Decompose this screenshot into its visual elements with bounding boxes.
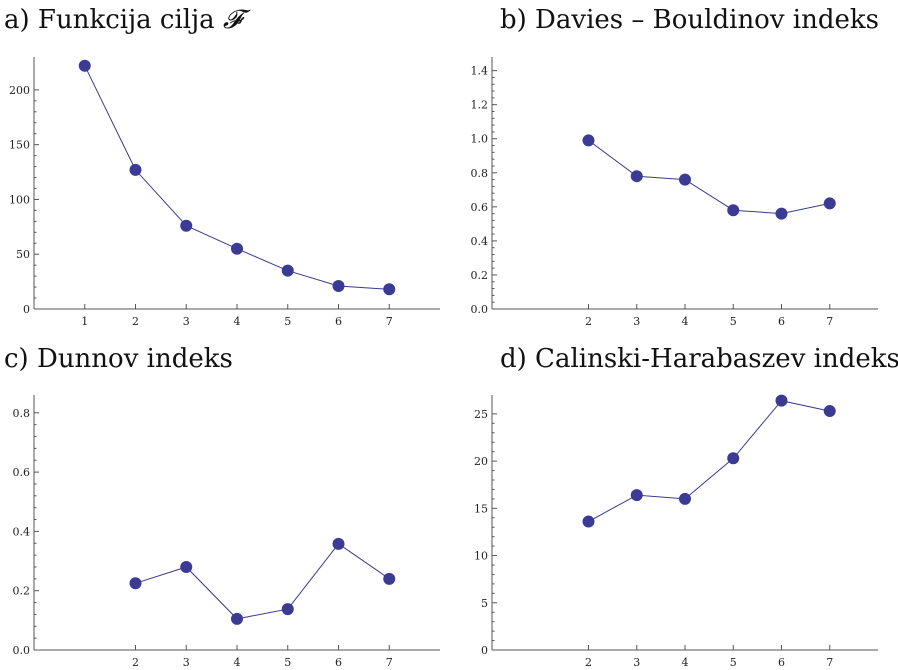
series-line xyxy=(135,543,390,620)
x-tick-label: 4 xyxy=(234,656,241,669)
y-tick-label: 10 xyxy=(474,550,488,563)
y-tick-label: 0.2 xyxy=(13,585,31,598)
y-tick-label: 15 xyxy=(474,502,488,515)
y-tick-label: 0.0 xyxy=(471,303,489,316)
x-tick-label: 6 xyxy=(335,656,342,669)
data-point xyxy=(332,537,345,550)
x-tick-label: 2 xyxy=(585,315,592,328)
y-tick-label: 1.4 xyxy=(471,65,489,78)
data-point xyxy=(775,207,788,220)
y-tick-label: 100 xyxy=(9,193,30,206)
series-line xyxy=(84,65,390,290)
data-point xyxy=(823,197,836,210)
data-point xyxy=(180,560,193,573)
y-tick-label: 0.6 xyxy=(13,466,31,479)
x-tick-label: 1 xyxy=(81,315,88,328)
chart-title: d) Calinski-Harabaszev indeks xyxy=(500,344,898,374)
y-tick-label: 0.2 xyxy=(471,269,489,282)
y-tick-label: 0.6 xyxy=(471,201,489,214)
data-point xyxy=(630,170,643,183)
data-point xyxy=(383,572,396,585)
y-tick-label: 25 xyxy=(474,408,488,421)
chart-title: b) Davies – Bouldinov indeks xyxy=(500,5,879,35)
x-tick-label: 2 xyxy=(132,315,139,328)
data-point xyxy=(383,283,396,296)
data-point xyxy=(582,515,595,528)
x-tick-label: 7 xyxy=(826,656,833,669)
chart-title: a) Funkcija cilja 𝓕 xyxy=(4,5,251,35)
data-point xyxy=(231,242,243,255)
y-tick-label: 0 xyxy=(481,644,488,657)
data-point xyxy=(823,405,836,418)
data-point xyxy=(679,492,691,505)
data-point xyxy=(727,452,740,465)
y-tick-label: 0.0 xyxy=(13,644,31,657)
data-point xyxy=(727,204,740,217)
x-tick-label: 3 xyxy=(183,315,190,328)
y-tick-label: 150 xyxy=(9,139,30,152)
chart-title: c) Dunnov indeks xyxy=(4,344,233,374)
x-tick-label: 4 xyxy=(234,315,241,328)
x-tick-label: 4 xyxy=(682,315,689,328)
series-line xyxy=(588,400,830,523)
y-tick-label: 0 xyxy=(23,303,30,316)
x-tick-label: 3 xyxy=(633,315,640,328)
x-tick-label: 7 xyxy=(386,656,393,669)
title-symbol: 𝓕 xyxy=(223,5,251,35)
series-line xyxy=(588,139,830,215)
x-tick-label: 3 xyxy=(183,656,190,669)
data-point xyxy=(630,489,643,502)
x-tick-label: 6 xyxy=(335,315,342,328)
x-tick-label: 6 xyxy=(778,315,785,328)
y-tick-label: 200 xyxy=(9,84,30,97)
x-tick-label: 3 xyxy=(633,656,640,669)
data-point xyxy=(332,279,345,292)
data-point xyxy=(180,219,193,232)
x-tick-label: 7 xyxy=(826,315,833,328)
x-tick-label: 5 xyxy=(730,656,737,669)
x-tick-label: 7 xyxy=(386,315,393,328)
x-tick-label: 5 xyxy=(284,315,291,328)
panel-calinski-harabasz: d) Calinski-Harabaszev indeks05101520252… xyxy=(474,344,898,669)
y-tick-label: 0.4 xyxy=(13,525,31,538)
y-tick-label: 20 xyxy=(474,455,488,468)
panel-dunn: c) Dunnov indeks 0.0 0.2 0.4 0.6 0.8 2 3 4 5 6 7 xyxy=(4,344,440,669)
y-tick-label: 1.2 xyxy=(471,99,489,112)
y-tick-label: 1.0 xyxy=(471,133,489,146)
data-point xyxy=(281,603,294,616)
x-tick-label: 4 xyxy=(682,656,689,669)
x-tick-label: 2 xyxy=(132,656,139,669)
y-tick-label: 0.8 xyxy=(471,167,489,180)
x-tick-label: 5 xyxy=(730,315,737,328)
x-tick-label: 6 xyxy=(778,656,785,669)
data-point xyxy=(281,264,294,277)
panel-objective-function: a) Funkcija cilja 𝓕 0 50 100 150 200 1 2 3 4 5 6 7 xyxy=(4,5,440,328)
x-tick-label: 2 xyxy=(585,656,592,669)
data-point xyxy=(582,134,595,147)
x-tick-label: 5 xyxy=(284,656,291,669)
data-point xyxy=(129,577,142,590)
panel-davies-bouldin: b) Davies – Bouldinov indeks 0.0 0.2 0.4 0.6… xyxy=(471,5,879,328)
data-point xyxy=(129,163,142,176)
y-tick-label: 50 xyxy=(16,248,30,261)
y-tick-label: 5 xyxy=(481,597,488,610)
y-tick-label: 0.8 xyxy=(13,407,31,420)
y-tick-label: 0.4 xyxy=(471,235,489,248)
data-point xyxy=(775,394,788,407)
data-point xyxy=(231,612,243,625)
data-point xyxy=(679,173,691,186)
data-point xyxy=(78,59,91,72)
